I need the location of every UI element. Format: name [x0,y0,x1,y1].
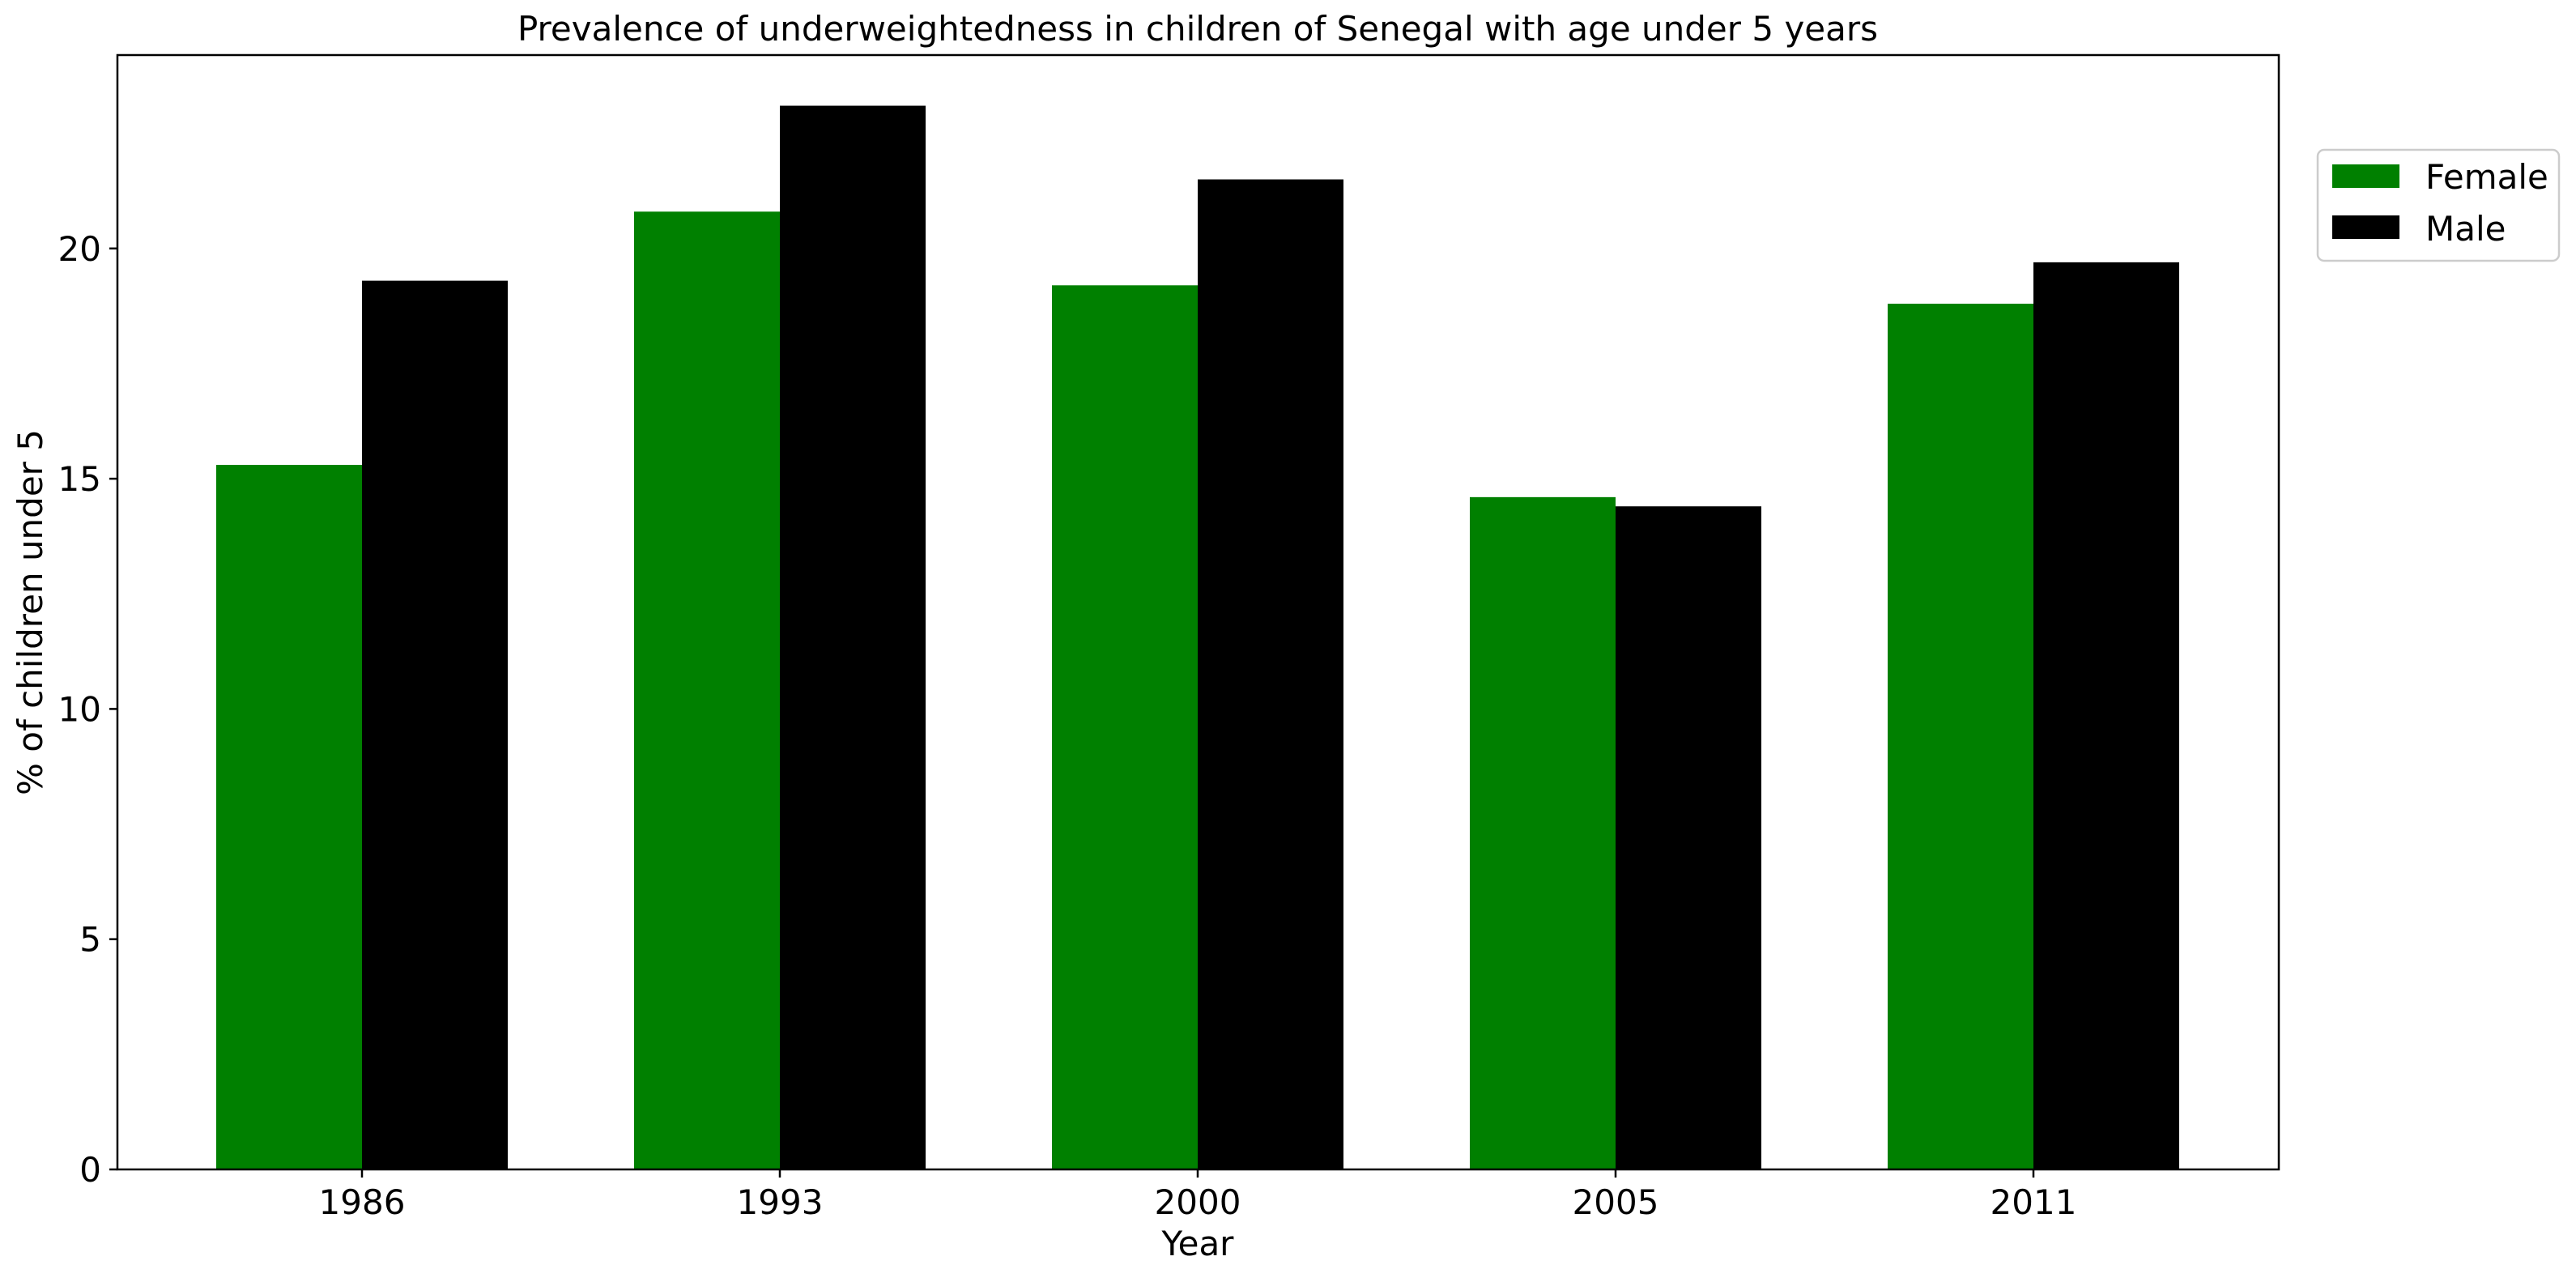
legend-swatch-female [2332,164,2399,188]
y-tick-label: 0 [79,1150,101,1190]
legend-label-female: Female [2425,157,2548,197]
y-tick-label: 5 [79,920,101,960]
x-tick-label: 2011 [1991,1182,2077,1222]
y-axis-label: % of children under 5 [11,429,50,795]
x-tick-label: 2000 [1155,1182,1241,1222]
y-tick-label: 15 [58,459,101,499]
x-tick-label: 2005 [1573,1182,1659,1222]
bar-male-2011 [2033,262,2179,1169]
bar-male-1993 [780,105,926,1170]
bars-layer [216,105,2179,1170]
axis-ticks: 1986 1993 2000 2005 2011 0 5 10 15 20 [58,229,2077,1222]
legend: Female Male [2316,148,2561,262]
legend-label-male: Male [2425,209,2506,249]
x-axis-label: Year [1161,1224,1235,1263]
bar-female-2011 [1888,304,2033,1170]
bar-female-1986 [216,465,362,1169]
bar-female-1993 [634,211,780,1170]
bar-female-2000 [1052,285,1198,1170]
bar-male-2005 [1616,506,1761,1169]
x-tick-label: 1993 [737,1182,824,1222]
legend-swatch-male [2332,215,2399,239]
x-tick-label: 1986 [319,1182,406,1222]
chart-title: Prevalence of underweightedness in child… [517,9,1878,49]
y-tick-label: 20 [58,229,101,269]
bar-male-2000 [1198,179,1343,1170]
bar-male-1986 [362,280,508,1169]
bar-female-2005 [1470,496,1616,1169]
y-tick-label: 10 [58,689,101,729]
